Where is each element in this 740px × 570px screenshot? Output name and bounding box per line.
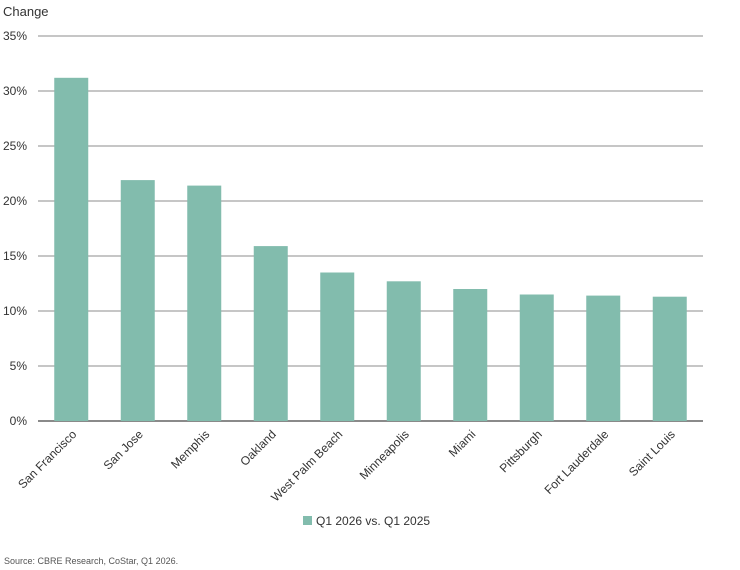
legend: Q1 2026 vs. Q1 2025	[303, 514, 430, 528]
bar	[187, 185, 222, 421]
bar	[54, 77, 89, 422]
x-tick-label: Pittsburgh	[497, 427, 545, 475]
x-tick-label: San Francisco	[15, 427, 79, 491]
source-note: Source: CBRE Research, CoStar, Q1 2026.	[4, 556, 179, 566]
x-tick-label: Memphis	[168, 427, 212, 471]
bar	[386, 281, 421, 421]
bar	[586, 295, 621, 421]
y-tick-labels: 0% 5% 10% 15% 20% 25% 30% 35%	[3, 29, 27, 428]
x-tick-labels: San Francisco San Jose Memphis OaklandWest …	[15, 427, 678, 504]
y-tick-label: 10%	[3, 304, 27, 318]
legend-swatch	[303, 516, 312, 525]
y-tick-label: 25%	[3, 139, 27, 153]
x-tick-label: Miami	[446, 427, 479, 460]
bar	[320, 272, 355, 421]
bars	[54, 77, 687, 422]
bar	[120, 180, 155, 421]
x-tick-label: West Palm Beach	[268, 427, 345, 504]
y-tick-label: 30%	[3, 84, 27, 98]
bar	[453, 289, 488, 421]
y-tick-label: 15%	[3, 249, 27, 263]
legend-label: Q1 2026 vs. Q1 2025	[316, 514, 430, 528]
y-tick-label: 20%	[3, 194, 27, 208]
x-tick-label: San Jose	[101, 427, 147, 473]
x-tick-label: Minneapolis	[357, 427, 412, 482]
y-tick-label: 35%	[3, 29, 27, 43]
x-tick-label: Saint Louis	[626, 427, 678, 479]
x-tick-label: Oakland	[237, 427, 279, 469]
y-tick-label: 0%	[10, 414, 28, 428]
bar	[519, 294, 554, 421]
bar	[253, 246, 288, 421]
y-axis-title: Change	[3, 4, 49, 19]
y-tick-label: 5%	[10, 359, 28, 373]
x-tick-label: Fort Lauderdale	[542, 427, 612, 497]
bar	[652, 296, 687, 421]
